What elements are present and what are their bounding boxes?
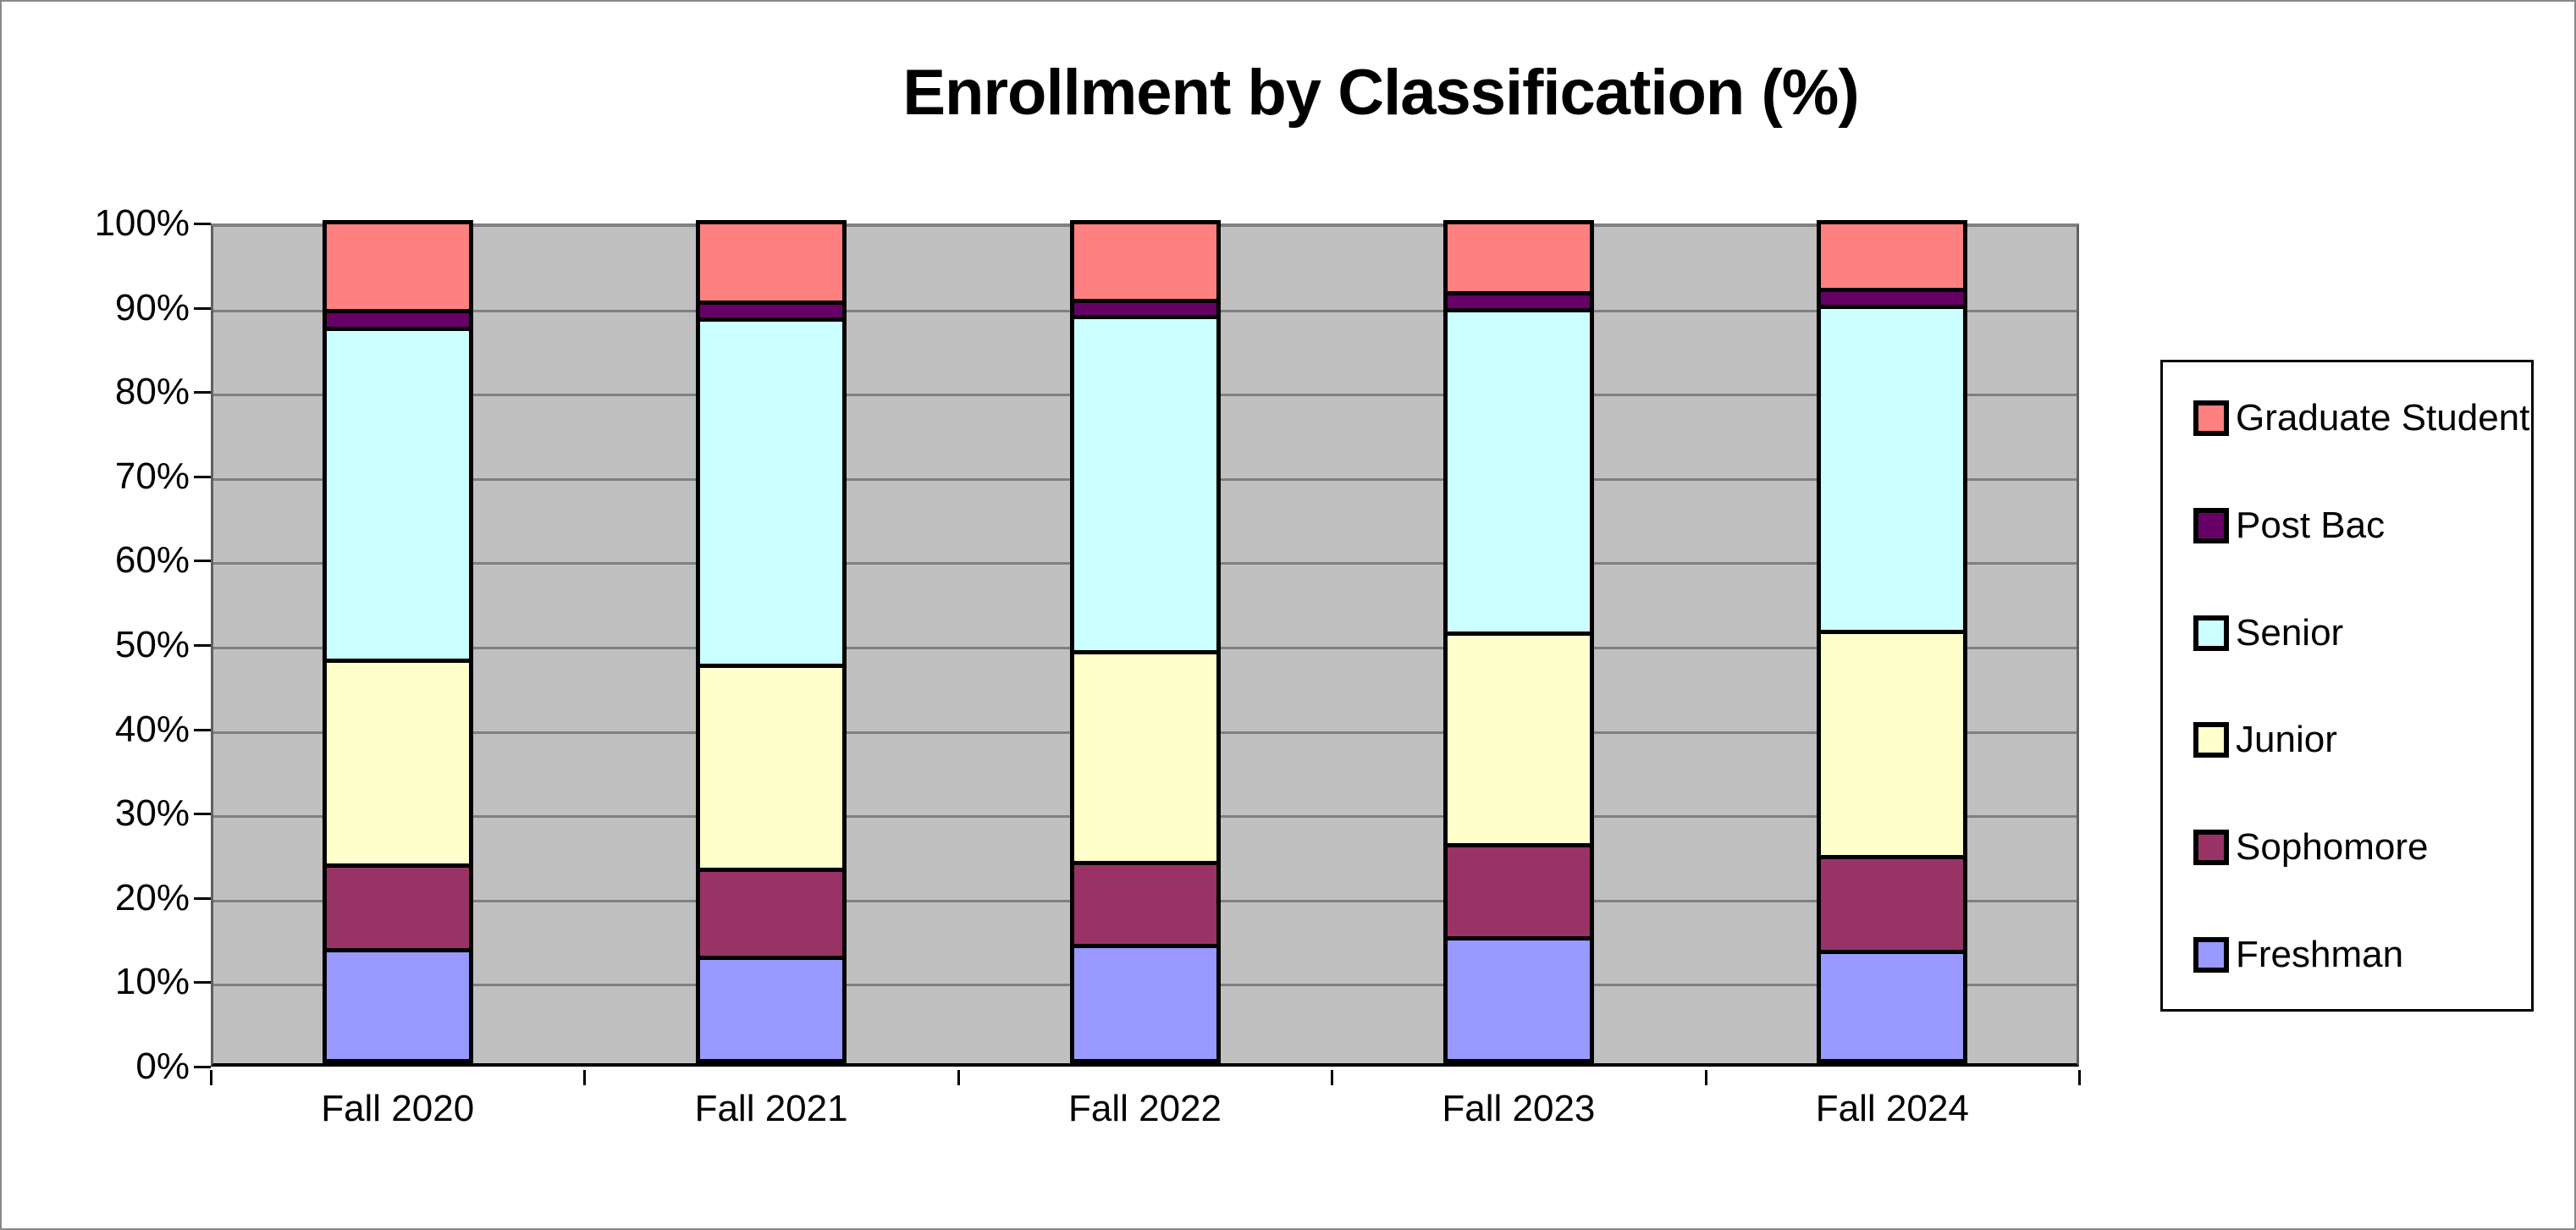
x-axis-label-fall-2024: Fall 2024	[1815, 1088, 1969, 1129]
legend-swatch-freshman-icon	[2193, 936, 2229, 973]
x-axis-tick	[1704, 1070, 1707, 1085]
bar-fall-2024	[1817, 220, 1968, 1063]
y-axis-label: 90%	[114, 286, 190, 328]
x-axis-label-fall-2020: Fall 2020	[321, 1088, 475, 1129]
x-axis-tick	[2078, 1070, 2081, 1085]
bar-fall-2021	[696, 220, 847, 1063]
legend-item-freshman: Freshman	[2193, 933, 2521, 975]
bar-segment-graduate-student	[1442, 220, 1594, 295]
x-axis-label-fall-2023: Fall 2023	[1442, 1088, 1596, 1129]
bar-segment-graduate-student	[696, 220, 847, 305]
bar-segment-senior	[1069, 314, 1221, 654]
bar-segment-freshman	[696, 955, 847, 1063]
y-axis-tick	[194, 1066, 211, 1068]
bar-segment-sophomore	[1817, 855, 1968, 954]
y-axis-label: 80%	[114, 371, 190, 413]
y-axis-tick	[194, 813, 211, 816]
legend-swatch-junior-icon	[2193, 722, 2229, 758]
legend-label: Sophomore	[2236, 826, 2429, 869]
y-axis-label: 40%	[114, 708, 190, 750]
y-axis-label: 50%	[114, 624, 190, 665]
legend-swatch-sophomore-icon	[2193, 830, 2229, 866]
legend-swatch-post-bac-icon	[2193, 507, 2229, 543]
bar-segment-sophomore	[696, 867, 847, 960]
bar-segment-senior	[322, 326, 473, 663]
y-axis-label: 30%	[114, 792, 190, 835]
bar-segment-freshman	[1069, 943, 1221, 1063]
legend-swatch-graduate-student-icon	[2193, 400, 2229, 436]
bar-segment-sophomore	[322, 863, 473, 952]
legend-item-junior: Junior	[2193, 720, 2521, 760]
y-axis-tick	[194, 644, 211, 647]
chart-title: Enrollment by Classification (%)	[902, 57, 1859, 129]
bar-segment-graduate-student	[322, 220, 473, 313]
bar-segment-freshman	[322, 947, 473, 1063]
legend-label: Post Bac	[2236, 504, 2386, 546]
y-axis-label: 20%	[114, 876, 190, 918]
y-axis-tick	[194, 560, 211, 563]
bar-segment-sophomore	[1069, 860, 1221, 948]
y-axis-tick	[194, 896, 211, 900]
legend-item-post-bac: Post Bac	[2193, 505, 2521, 546]
bar-fall-2023	[1442, 220, 1594, 1063]
x-axis-tick	[210, 1070, 212, 1085]
x-axis-label-fall-2021: Fall 2021	[694, 1088, 848, 1129]
bar-segment-freshman	[1442, 935, 1594, 1063]
y-axis-label: 0%	[135, 1045, 190, 1087]
bar-segment-sophomore	[1442, 843, 1594, 940]
y-axis-label: 100%	[94, 202, 190, 244]
legend-label: Freshman	[2236, 933, 2404, 975]
legend-item-graduate-student: Graduate Student	[2193, 398, 2529, 438]
legend-item-senior: Senior	[2193, 611, 2521, 654]
bar-segment-junior	[1069, 649, 1221, 865]
x-axis-label-fall-2022: Fall 2022	[1067, 1088, 1222, 1129]
y-axis-tick	[194, 391, 211, 394]
bar-segment-junior	[1817, 630, 1968, 859]
legend: Graduate Student Post Bac Senior Junior Soph…	[2160, 360, 2534, 1012]
y-axis-tick	[194, 728, 211, 731]
x-axis-tick	[957, 1070, 960, 1085]
y-axis-tick	[194, 475, 211, 478]
y-axis-label: 10%	[114, 961, 190, 1003]
legend-item-sophomore: Sophomore	[2193, 827, 2521, 868]
bar-segment-junior	[696, 663, 847, 872]
y-axis-tick	[194, 223, 211, 225]
bar-segment-senior	[1817, 304, 1968, 635]
bar-segment-graduate-student	[1069, 220, 1221, 303]
x-axis-tick	[1331, 1070, 1334, 1085]
bar-fall-2020	[322, 220, 473, 1063]
y-axis-label: 60%	[114, 539, 190, 582]
bar-segment-freshman	[1817, 949, 1968, 1063]
bar-segment-senior	[696, 317, 847, 668]
y-axis-label: 70%	[114, 455, 190, 497]
bar-segment-senior	[1442, 307, 1594, 637]
x-axis-tick	[583, 1070, 587, 1085]
legend-label: Senior	[2236, 611, 2344, 654]
legend-label: Junior	[2236, 719, 2337, 761]
legend-label: Graduate Student	[2236, 397, 2530, 438]
y-axis-tick	[194, 306, 211, 310]
bar-fall-2022	[1069, 220, 1221, 1063]
bar-segment-junior	[322, 658, 473, 868]
y-axis-tick	[194, 981, 211, 985]
plot-area	[211, 220, 2079, 1067]
bar-segment-junior	[1442, 632, 1594, 848]
legend-swatch-senior-icon	[2193, 615, 2229, 651]
bar-segment-graduate-student	[1817, 220, 1968, 292]
